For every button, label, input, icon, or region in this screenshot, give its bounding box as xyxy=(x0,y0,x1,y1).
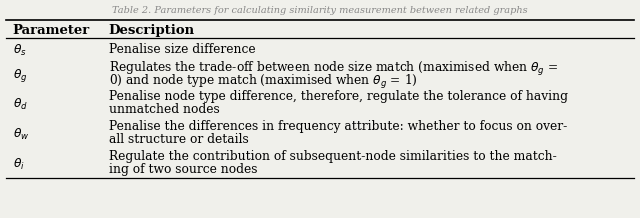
Text: Regulate the contribution of subsequent-node similarities to the match-: Regulate the contribution of subsequent-… xyxy=(109,150,557,163)
Text: Table 2. Parameters for calculating similarity measurement between related graph: Table 2. Parameters for calculating simi… xyxy=(112,6,528,15)
Text: Parameter: Parameter xyxy=(13,24,90,37)
Text: all structure or details: all structure or details xyxy=(109,133,248,146)
Text: Penalise size difference: Penalise size difference xyxy=(109,43,255,56)
Text: $\theta_g$: $\theta_g$ xyxy=(13,66,28,83)
Text: Regulates the trade-off between node size match (maximised when $\theta_g$ =: Regulates the trade-off between node siz… xyxy=(109,60,558,78)
Text: Penalise node type difference, therefore, regulate the tolerance of having: Penalise node type difference, therefore… xyxy=(109,90,568,103)
Text: $\theta_s$: $\theta_s$ xyxy=(13,43,26,58)
Text: $\theta_w$: $\theta_w$ xyxy=(13,126,29,142)
Text: Description: Description xyxy=(109,24,195,37)
Text: 0) and node type match (maximised when $\theta_g$ = 1): 0) and node type match (maximised when $… xyxy=(109,73,417,91)
Text: unmatched nodes: unmatched nodes xyxy=(109,103,220,116)
Text: $\theta_i$: $\theta_i$ xyxy=(13,157,24,172)
Text: Penalise the differences in frequency attribute: whether to focus on over-: Penalise the differences in frequency at… xyxy=(109,120,567,133)
Text: $\theta_d$: $\theta_d$ xyxy=(13,97,28,112)
Text: ing of two source nodes: ing of two source nodes xyxy=(109,163,257,176)
